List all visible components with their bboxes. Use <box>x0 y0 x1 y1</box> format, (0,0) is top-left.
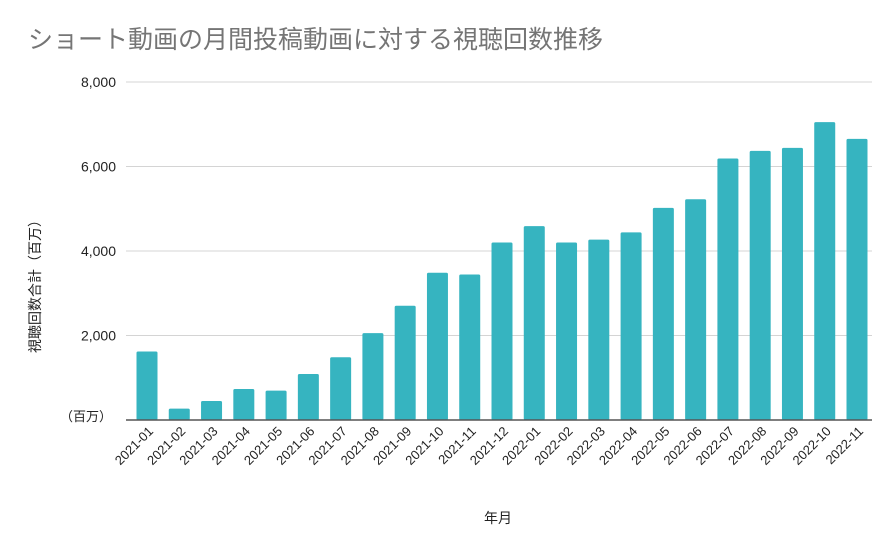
bar <box>459 274 481 420</box>
y-axis-title: 視聴回数合計（百万） <box>28 213 44 353</box>
y-unit-label: （百万） <box>60 410 112 425</box>
bar <box>136 351 158 420</box>
y-tick-label: 6,000 <box>81 159 116 175</box>
chart-title: ショート動画の月間投稿動画に対する視聴回数推移 <box>28 25 604 54</box>
y-tick-label: 8,000 <box>81 74 116 90</box>
bar <box>523 226 545 420</box>
bar <box>652 207 674 420</box>
bar <box>265 390 287 420</box>
bar <box>749 150 771 420</box>
bar <box>781 147 803 420</box>
bar <box>717 158 739 420</box>
y-tick-label: 2,000 <box>81 328 116 344</box>
bar <box>814 122 836 420</box>
bar <box>620 232 642 420</box>
bar <box>588 239 610 420</box>
bar <box>426 272 448 420</box>
y-tick-label: 4,000 <box>81 243 116 259</box>
bar <box>685 199 707 420</box>
bar <box>330 357 352 420</box>
bar <box>556 242 578 420</box>
bar <box>846 138 868 421</box>
bar <box>233 388 255 420</box>
x-axis-title: 年月 <box>484 511 512 527</box>
bar <box>362 333 384 420</box>
bar <box>491 242 513 420</box>
bar <box>168 408 190 420</box>
bar <box>297 373 319 420</box>
bar <box>201 400 223 420</box>
bar <box>394 305 416 420</box>
